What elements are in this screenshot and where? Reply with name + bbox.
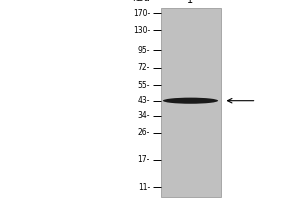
Text: 95-: 95-	[137, 46, 150, 55]
Text: 1: 1	[188, 0, 194, 5]
Text: 11-: 11-	[138, 183, 150, 192]
Ellipse shape	[163, 98, 218, 104]
Bar	[160, 8, 220, 197]
Text: 17-: 17-	[138, 155, 150, 164]
Text: 130-: 130-	[133, 26, 150, 35]
Text: kDa: kDa	[132, 0, 150, 3]
Text: 34-: 34-	[137, 111, 150, 120]
Text: 170-: 170-	[133, 9, 150, 18]
Text: 26-: 26-	[138, 128, 150, 137]
Text: 43-: 43-	[137, 96, 150, 105]
Text: 55-: 55-	[137, 81, 150, 90]
Text: 72-: 72-	[138, 63, 150, 72]
